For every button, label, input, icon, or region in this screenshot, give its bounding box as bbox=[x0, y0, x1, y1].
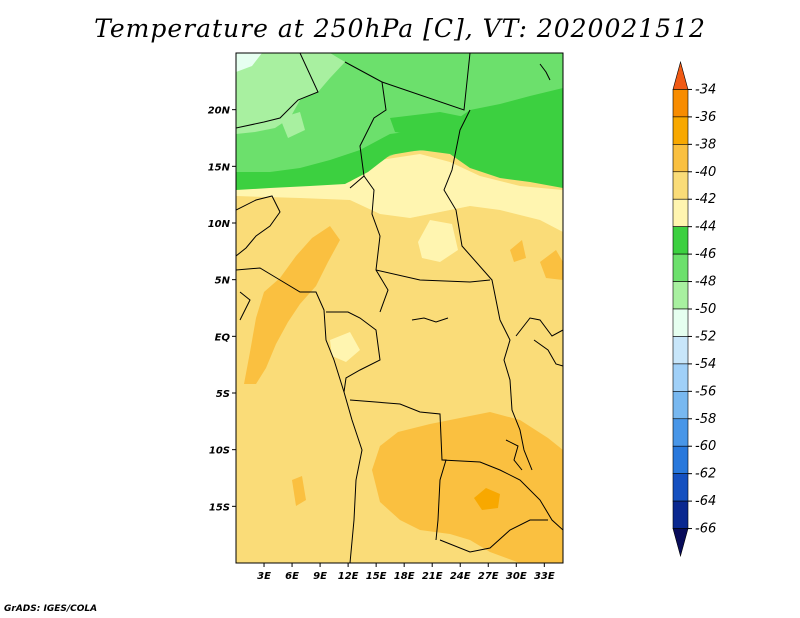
colorbar-swatch bbox=[672, 226, 689, 255]
colorbar-label: -40 bbox=[695, 165, 716, 180]
colorbar-label: -44 bbox=[695, 220, 716, 235]
map-frame bbox=[235, 52, 564, 564]
field-light-patch-2 bbox=[330, 332, 360, 362]
colorbar-top-triangle bbox=[672, 60, 689, 90]
colorbar-swatch bbox=[672, 363, 689, 392]
colorbar-label: -48 bbox=[695, 275, 716, 290]
lon-tick-label: 18E bbox=[394, 571, 415, 582]
field-orange-south bbox=[372, 412, 563, 563]
colorbar-label: -46 bbox=[695, 247, 716, 262]
colorbar-swatch bbox=[672, 144, 689, 173]
lat-tick-label: 20N bbox=[208, 106, 231, 117]
colorbar-swatch bbox=[672, 391, 689, 420]
colorbar-swatch bbox=[672, 445, 689, 474]
colorbar-label: -36 bbox=[695, 110, 716, 125]
colorbar-label: -56 bbox=[695, 384, 716, 399]
field-sahel-light bbox=[236, 154, 563, 232]
colorbar-swatch bbox=[672, 308, 689, 337]
colorbar-swatch bbox=[672, 418, 689, 447]
lat-tick-label: 15N bbox=[208, 162, 231, 173]
field-pale-green-2 bbox=[280, 112, 305, 138]
colorbar-swatch bbox=[672, 171, 689, 200]
field-very-pale bbox=[236, 53, 262, 72]
plot-title: Temperature at 250hPa [C], VT: 202002151… bbox=[94, 14, 706, 43]
grads-credit: GrADS: IGES/COLA bbox=[4, 604, 98, 614]
colorbar-swatch bbox=[672, 500, 689, 529]
lon-tick-label: 24E bbox=[450, 571, 471, 582]
colorbar-swatch bbox=[672, 253, 689, 282]
lon-tick-label: 15E bbox=[366, 571, 387, 582]
field-orange-small bbox=[292, 476, 306, 506]
lat-tick-label: 15S bbox=[209, 502, 230, 513]
field-orange-plume bbox=[244, 226, 340, 384]
lat-tick-label: 10N bbox=[208, 219, 231, 230]
colorbar: -34 -36 -38 -40 -42 -44 -46 -48 -50 -52 -54 -56 -58 -… bbox=[672, 60, 716, 558]
map-panel bbox=[236, 53, 563, 563]
lat-tick-label: 5N bbox=[215, 276, 231, 287]
colorbar-swatch bbox=[672, 89, 689, 118]
lat-tick-label: 5S bbox=[216, 389, 230, 400]
field-light-patch-1 bbox=[418, 220, 458, 262]
colorbar-swatch bbox=[672, 336, 689, 365]
colorbar-label: -58 bbox=[695, 412, 716, 427]
field-orange-east bbox=[510, 240, 563, 280]
lon-tick-label: 21E bbox=[422, 571, 443, 582]
colorbar-swatch bbox=[672, 116, 689, 145]
lat-tick-label: 10S bbox=[209, 446, 230, 457]
lat-tick-label: EQ bbox=[215, 332, 231, 343]
colorbar-label: -38 bbox=[695, 137, 716, 152]
colorbar-label: -34 bbox=[695, 82, 716, 97]
colorbar-label: -60 bbox=[695, 439, 716, 454]
colorbar-label: -54 bbox=[695, 357, 716, 372]
colorbar-label: -64 bbox=[695, 494, 716, 509]
colorbar-swatch bbox=[672, 473, 689, 502]
latitude-axis: 20N 15N 10N 5N EQ 5S 10S 15S bbox=[208, 106, 236, 513]
lon-tick-label: 33E bbox=[534, 571, 555, 582]
colorbar-swatch bbox=[672, 281, 689, 310]
lon-tick-label: 6E bbox=[285, 571, 299, 582]
field-pale-green bbox=[236, 53, 345, 134]
map-boundaries bbox=[236, 53, 563, 563]
lon-tick-label: 3E bbox=[257, 571, 271, 582]
field-core-zambia bbox=[474, 488, 500, 510]
lon-tick-label: 30E bbox=[506, 571, 527, 582]
colorbar-label: -42 bbox=[695, 192, 716, 207]
lon-tick-label: 12E bbox=[338, 571, 359, 582]
colorbar-bottom-triangle bbox=[672, 528, 689, 558]
longitude-axis: 3E 6E 9E 12E 15E 18E 21E 24E 27E 30E 33E bbox=[257, 563, 555, 582]
colorbar-swatch bbox=[672, 198, 689, 227]
field-green-patch bbox=[390, 112, 470, 136]
colorbar-label: -52 bbox=[695, 329, 716, 344]
colorbar-label: -50 bbox=[695, 302, 716, 317]
colorbar-label: -66 bbox=[695, 522, 716, 537]
field-sahel-green bbox=[236, 88, 563, 190]
colorbar-label: -62 bbox=[695, 467, 716, 482]
lon-tick-label: 27E bbox=[478, 571, 499, 582]
lon-tick-label: 9E bbox=[313, 571, 327, 582]
